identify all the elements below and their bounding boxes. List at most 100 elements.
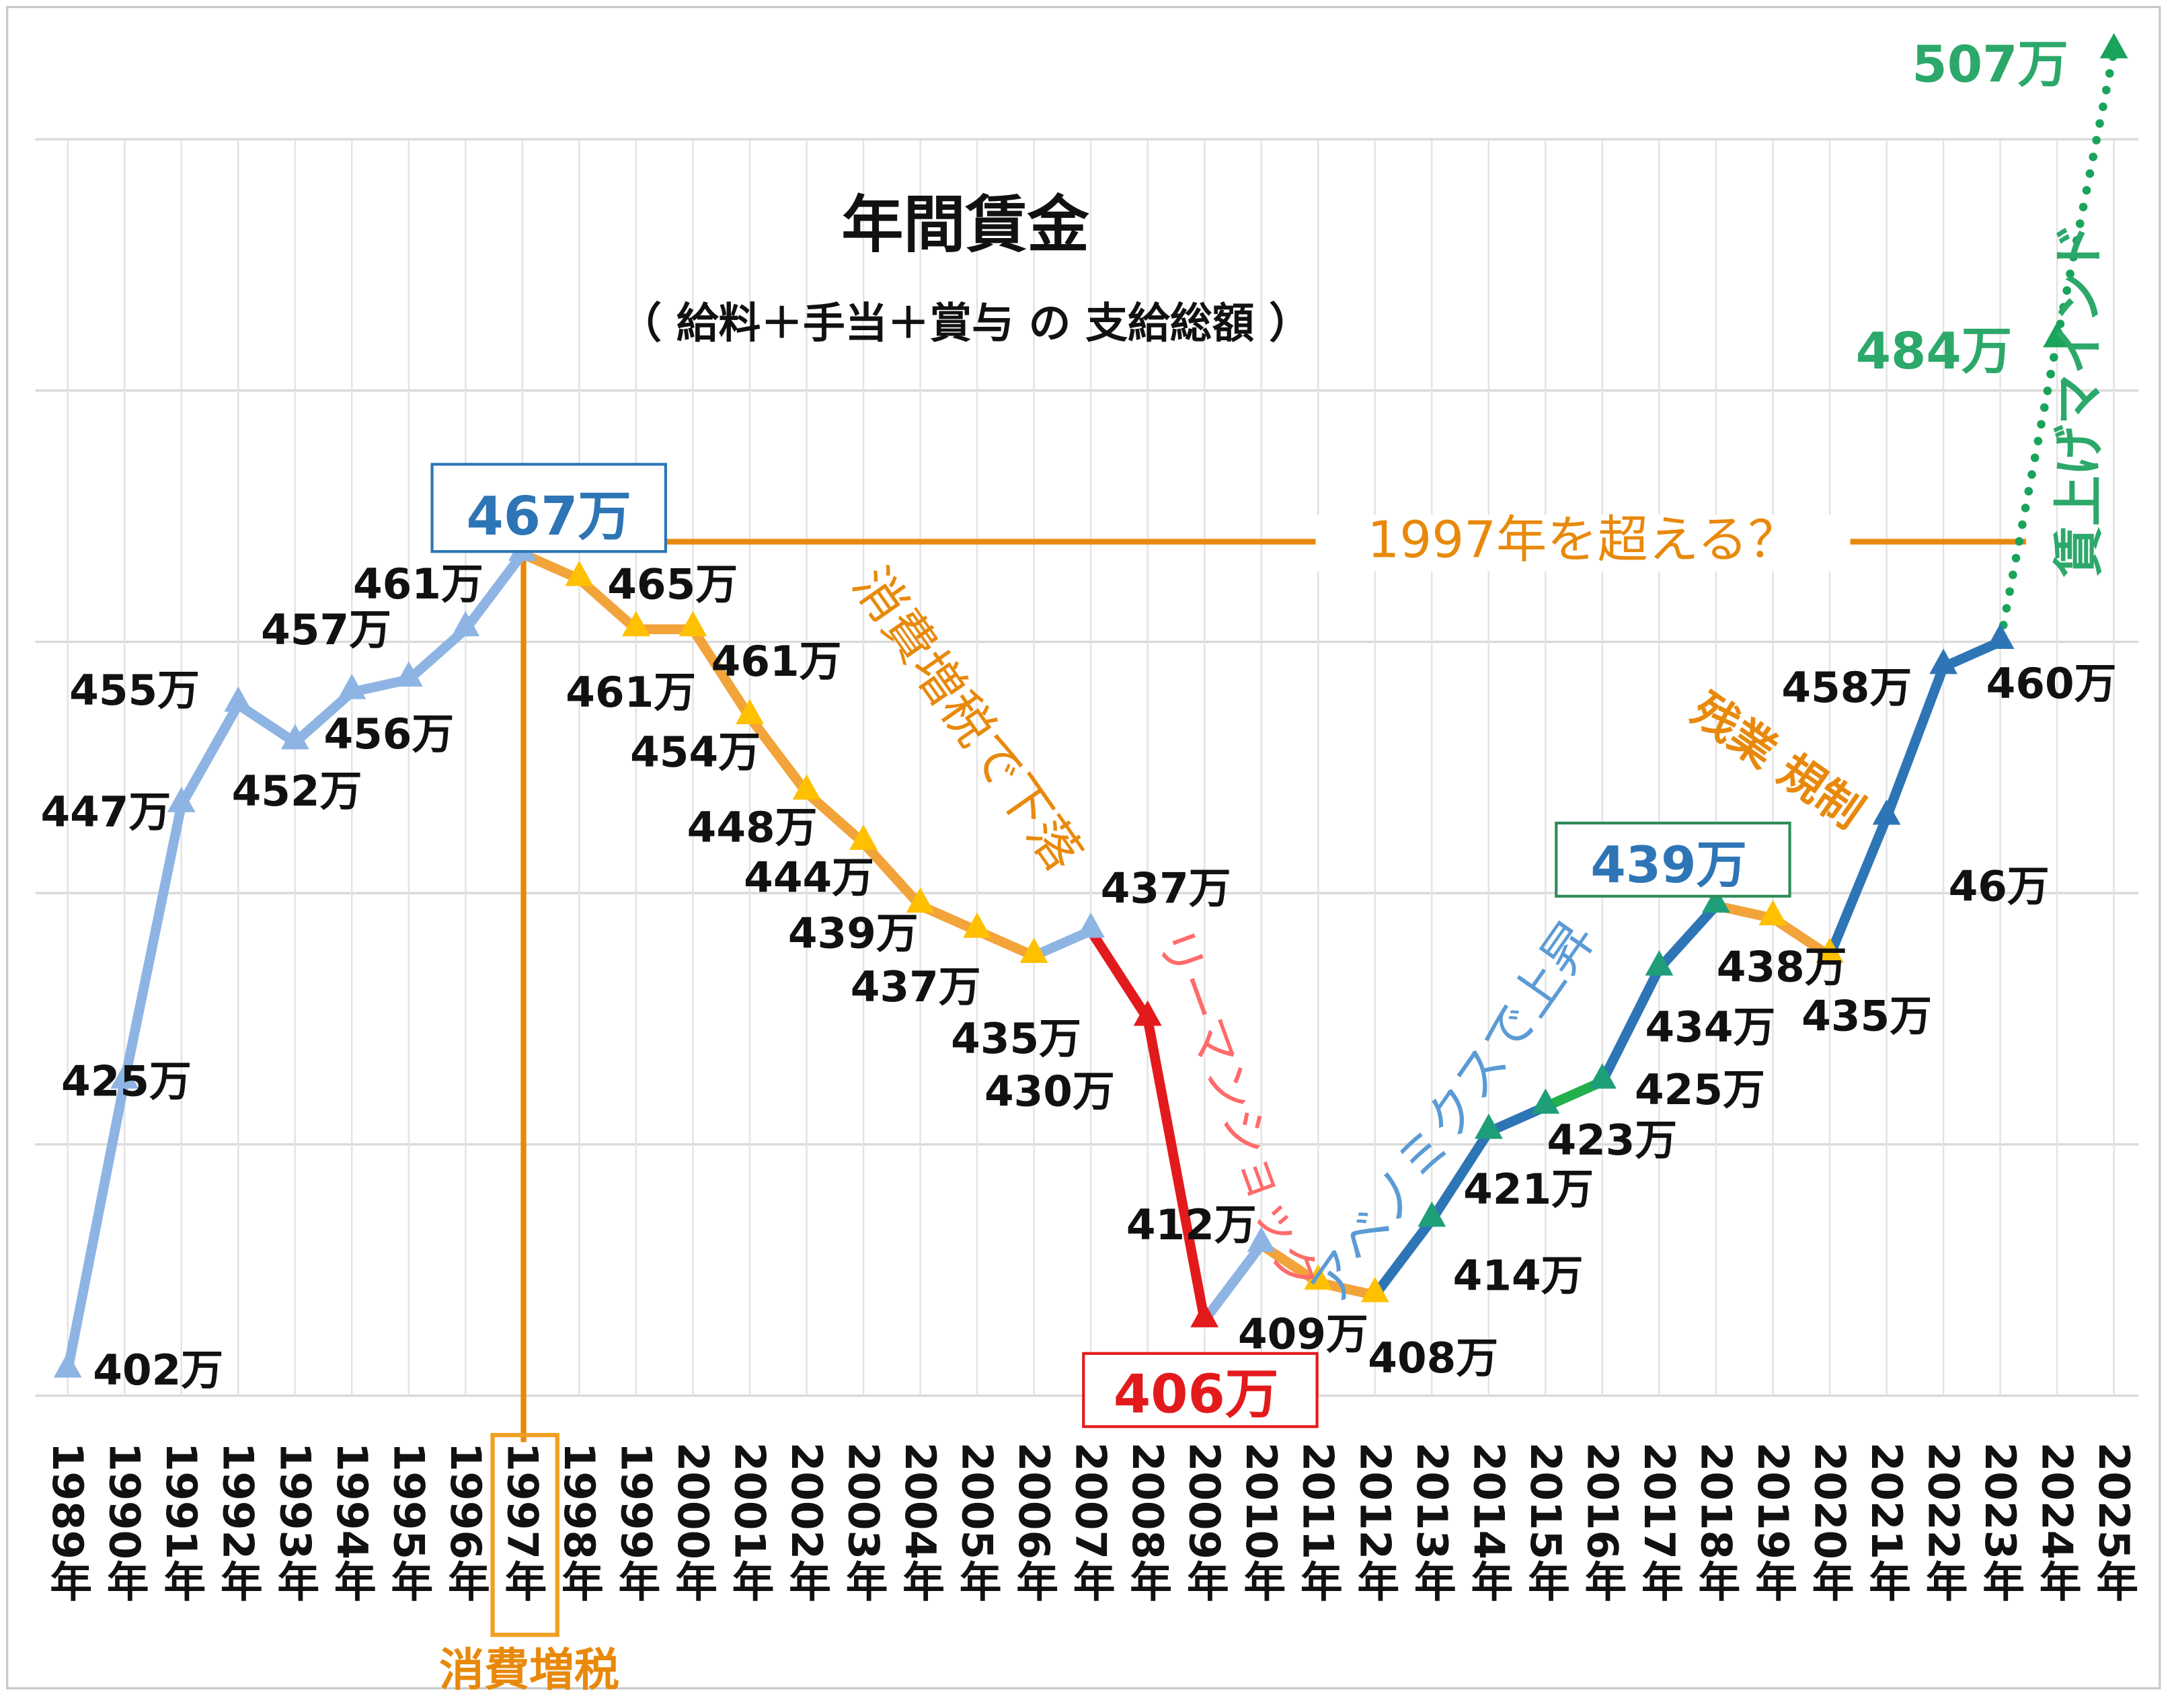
data-label-2000年: 461万 bbox=[711, 637, 842, 686]
wage-series bbox=[53, 33, 2128, 1378]
data-label-2014年: 421万 bbox=[1463, 1165, 1594, 1214]
data-label-1990年: 425万 bbox=[61, 1056, 192, 1105]
tick-label-2020年: 2020年 bbox=[1806, 1442, 1855, 1602]
series-segment-10 bbox=[1824, 637, 2005, 961]
marker-1996年 bbox=[451, 611, 480, 637]
tick-label-2002年: 2002年 bbox=[782, 1442, 831, 1602]
tick-label-2007年: 2007年 bbox=[1066, 1442, 1116, 1602]
tick-label-2005年: 2005年 bbox=[953, 1442, 1002, 1602]
tick-label-2017年: 2017年 bbox=[1635, 1442, 1684, 1602]
series-segment-6 bbox=[1370, 1101, 1551, 1301]
marker-1994年 bbox=[338, 674, 366, 699]
marker-2007年 bbox=[1077, 913, 1105, 938]
marker-2010年 bbox=[1247, 1227, 1276, 1252]
marker-2018年 bbox=[1702, 887, 1730, 913]
data-label-2015年: 423万 bbox=[1547, 1116, 1677, 1165]
marker-1999年 bbox=[622, 611, 650, 637]
data-label-2023年: 460万 bbox=[1986, 659, 2117, 708]
marker-2013年 bbox=[1418, 1201, 1446, 1227]
data-label-1994年: 456万 bbox=[323, 709, 454, 759]
marker-2006年 bbox=[1019, 937, 1048, 964]
tick-label-2011年: 2011年 bbox=[1294, 1442, 1343, 1602]
marker-2016年 bbox=[1588, 1063, 1617, 1089]
marker-1992年 bbox=[224, 686, 253, 712]
marker-2005年 bbox=[963, 913, 992, 938]
data-label-2012年: 408万 bbox=[1368, 1333, 1498, 1383]
tick-label-2000年: 2000年 bbox=[668, 1442, 717, 1602]
marker-2001年 bbox=[736, 699, 764, 725]
tick-label-1998年: 1998年 bbox=[555, 1442, 604, 1602]
gridlines bbox=[35, 138, 2139, 1397]
tick-label-2024年: 2024年 bbox=[2033, 1442, 2082, 1602]
tick-label-1989年: 1989年 bbox=[43, 1442, 92, 1602]
series-segment-1 bbox=[517, 549, 1039, 961]
marker-2011年 bbox=[1304, 1264, 1333, 1290]
peak-2018-label: 439万 bbox=[1590, 835, 1747, 894]
tax-hike-annotation: 消費増税 bbox=[439, 1644, 619, 1697]
data-label-2017年: 434万 bbox=[1645, 1003, 1775, 1052]
marker-2025年 bbox=[2099, 33, 2128, 59]
marker-2022年 bbox=[1929, 648, 1957, 674]
marker-1995年 bbox=[394, 661, 423, 687]
tick-label-1992年: 1992年 bbox=[214, 1442, 263, 1602]
tick-label-2019年: 2019年 bbox=[1748, 1442, 1797, 1602]
data-label-2020年: 435万 bbox=[1801, 991, 1932, 1040]
marker-2000年 bbox=[678, 611, 707, 637]
tick-label-1990年: 1990年 bbox=[100, 1442, 149, 1602]
marker-1998年 bbox=[565, 560, 594, 586]
tick-label-2006年: 2006年 bbox=[1009, 1442, 1058, 1602]
data-label-2021年: 46万 bbox=[1949, 862, 2050, 911]
tick-label-1999年: 1999年 bbox=[611, 1442, 660, 1602]
tick-label-2023年: 2023年 bbox=[1976, 1442, 2025, 1602]
tick-label-1996年: 1996年 bbox=[441, 1442, 490, 1602]
chart-title: 年間賃金 bbox=[841, 189, 1089, 261]
data-label-1992年: 455万 bbox=[69, 666, 200, 715]
data-label-1989年: 402万 bbox=[93, 1346, 223, 1395]
1997-tick-highlight bbox=[490, 1432, 559, 1637]
tick-label-1994年: 1994年 bbox=[327, 1442, 377, 1602]
data-label-2013年: 414万 bbox=[1453, 1251, 1584, 1301]
data-label-1993年: 452万 bbox=[232, 767, 362, 816]
tick-label-2003年: 2003年 bbox=[839, 1442, 888, 1602]
data-label-2011年: 409万 bbox=[1238, 1310, 1368, 1359]
data-label-2010年: 412万 bbox=[1126, 1200, 1257, 1249]
chart-subtitle: （ 給料＋手当＋賞与 の 支給総額 ） bbox=[619, 299, 1311, 348]
marker-1989年 bbox=[53, 1352, 82, 1378]
marker-2004年 bbox=[906, 887, 935, 913]
data-label-1998年: 465万 bbox=[607, 559, 738, 609]
tick-label-2013年: 2013年 bbox=[1407, 1442, 1457, 1602]
tick-label-2018年: 2018年 bbox=[1691, 1442, 1740, 1602]
data-label-1996年: 461万 bbox=[353, 559, 483, 609]
tick-label-1993年: 1993年 bbox=[270, 1442, 319, 1602]
data-label-1995年: 457万 bbox=[261, 605, 391, 654]
marker-2012年 bbox=[1360, 1276, 1389, 1303]
marker-2023年 bbox=[1986, 623, 2015, 649]
data-label-2004年: 439万 bbox=[788, 909, 919, 958]
tick-label-2021年: 2021年 bbox=[1862, 1442, 1911, 1602]
marker-2002年 bbox=[792, 774, 821, 800]
low-2009-box bbox=[1082, 1352, 1319, 1428]
marker-1991年 bbox=[167, 787, 196, 812]
marker-2021年 bbox=[1872, 799, 1901, 825]
tick-label-2004年: 2004年 bbox=[896, 1442, 945, 1602]
tick-label-2001年: 2001年 bbox=[725, 1442, 774, 1602]
low-2009-label: 406万 bbox=[1114, 1363, 1278, 1426]
tick-label-2014年: 2014年 bbox=[1464, 1442, 1513, 1602]
marker-2020年 bbox=[1816, 937, 1844, 964]
exceed-label-bg bbox=[1315, 514, 1851, 572]
tick-label-2025年: 2025年 bbox=[2089, 1442, 2138, 1602]
value-2025-label: 507万 bbox=[1912, 34, 2068, 93]
exceed-1997-annotation: 1997年を超える？ bbox=[1367, 510, 1798, 570]
wage-mind-annotation: 賃上げマインド bbox=[2050, 223, 2109, 578]
marker-2019年 bbox=[1758, 900, 1787, 925]
marker-1990年 bbox=[110, 1063, 139, 1089]
tick-label-2008年: 2008年 bbox=[1123, 1442, 1172, 1602]
series-segment-4 bbox=[1199, 1239, 1267, 1325]
data-label-2003年: 444万 bbox=[744, 853, 874, 902]
data-label-2006年: 435万 bbox=[951, 1014, 1081, 1063]
data-label-2007年: 437万 bbox=[1101, 863, 1231, 913]
marker-2024年 bbox=[2043, 321, 2072, 348]
tick-label-2012年: 2012年 bbox=[1350, 1442, 1399, 1602]
peak-1997-label: 467万 bbox=[466, 485, 631, 547]
tick-label-2015年: 2015年 bbox=[1521, 1442, 1570, 1602]
